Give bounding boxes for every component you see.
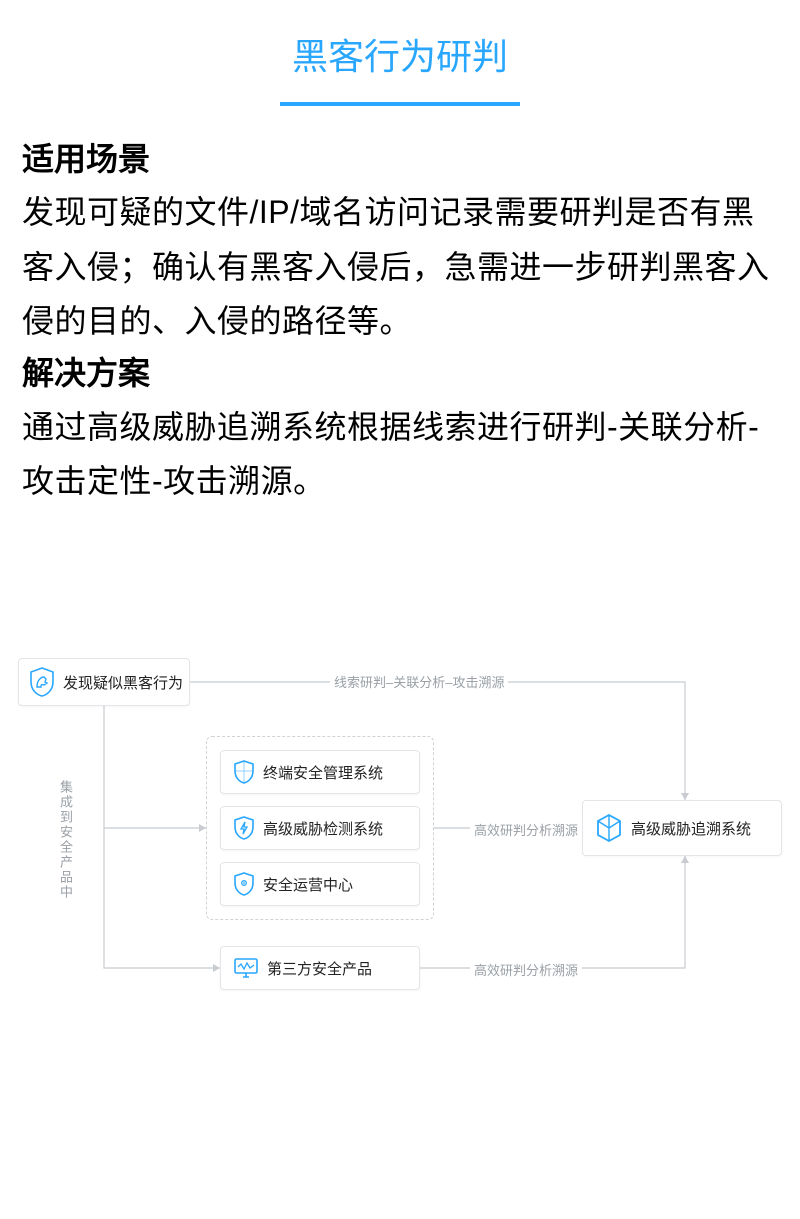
node-third-party: 第三方安全产品	[220, 946, 420, 990]
edge-label-bottom: 高效研判分析溯源	[470, 960, 582, 979]
node-endpoint-security: 终端安全管理系统	[220, 750, 420, 794]
node-label: 终端安全管理系统	[263, 762, 383, 783]
node-discover-hacker: 发现疑似黑客行为	[18, 658, 190, 706]
scene-heading: 适用场景	[22, 134, 778, 185]
node-threat-trace-system: 高级威胁追溯系统	[582, 800, 782, 856]
node-label: 发现疑似黑客行为	[63, 672, 183, 693]
node-security-operations: 安全运营中心	[220, 862, 420, 906]
shield-icon	[233, 760, 255, 784]
flow-diagram: 集成到安全产品中 发现疑似黑客行为 终端安全管理系统 高级威胁检测系统 安全运营…	[0, 650, 800, 1110]
solution-body: 通过高级威胁追溯系统根据线索进行研判-关联分析-攻击定性-攻击溯源。	[22, 400, 778, 509]
cube-icon	[595, 813, 623, 843]
edge-label-mid: 高效研判分析溯源	[470, 820, 582, 839]
edge-label-top: 线索研判–关联分析–攻击溯源	[330, 672, 508, 691]
scene-body: 发现可疑的文件/IP/域名访问记录需要研判是否有黑客入侵；确认有黑客入侵后，急需…	[22, 185, 778, 348]
node-label: 高级威胁检测系统	[263, 818, 383, 839]
node-label: 第三方安全产品	[267, 958, 372, 979]
bolt-shield-icon	[233, 816, 255, 840]
page-title: 黑客行为研判	[0, 0, 800, 80]
content-block: 适用场景 发现可疑的文件/IP/域名访问记录需要研判是否有黑客入侵；确认有黑客入…	[0, 106, 800, 508]
side-label: 集成到安全产品中	[56, 780, 75, 900]
eye-shield-icon	[233, 872, 255, 896]
node-label: 安全运营中心	[263, 874, 353, 895]
monitor-icon	[233, 957, 259, 979]
horse-shield-icon	[29, 667, 55, 697]
solution-heading: 解决方案	[22, 348, 778, 399]
node-threat-detection: 高级威胁检测系统	[220, 806, 420, 850]
node-label: 高级威胁追溯系统	[631, 818, 751, 839]
